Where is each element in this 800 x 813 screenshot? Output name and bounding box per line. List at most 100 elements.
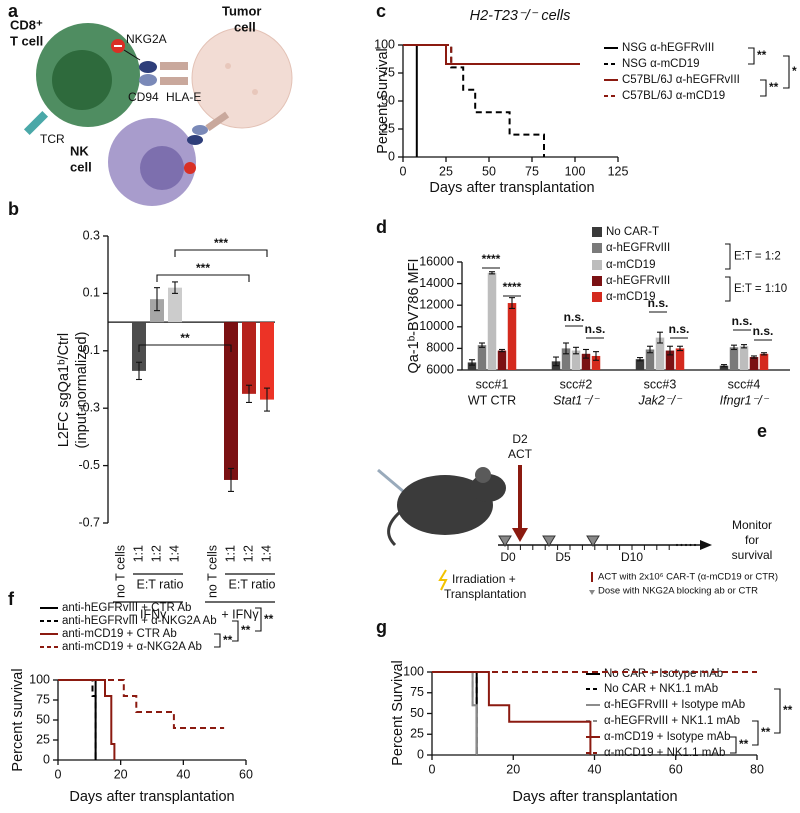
x-tick-label: scc#2 [560, 377, 593, 391]
mouse-ear [475, 467, 491, 483]
act-label: ACT [508, 447, 533, 461]
mouse-tail [387, 510, 402, 547]
receptor [192, 125, 208, 135]
survival-line [403, 44, 584, 65]
legend-label: anti-mCD19 + CTR Ab [62, 628, 177, 640]
bar [561, 348, 571, 370]
legend-label: α-hEGFRvIII + Isotype mAb [604, 699, 745, 711]
timeline-dot [675, 543, 679, 547]
significance-label: ** [783, 703, 793, 717]
x-tick-label: 80 [750, 762, 764, 776]
legend-label: anti-hEGFRvIII + CTR Ab [62, 602, 191, 614]
panel-letter: a [8, 1, 19, 21]
bar [467, 362, 477, 370]
significance-bracket [156, 274, 250, 282]
y-tick-label: 14000 [419, 276, 454, 290]
panel-letter: e [757, 421, 767, 441]
panel-letter: f [8, 589, 15, 609]
x-tick-label: 100 [565, 164, 586, 178]
y-tick-label: 12000 [419, 297, 454, 311]
x-tick-label: 1:2 [149, 545, 163, 562]
legend-icon [589, 590, 595, 595]
act-arrow [512, 528, 528, 542]
timeline-arrow [700, 540, 712, 550]
t-cell-nucleus [52, 50, 112, 110]
survival-line [432, 671, 478, 755]
group-sublabel: E:T ratio [136, 577, 183, 591]
y-tick-label: 75 [381, 65, 395, 79]
bar [655, 337, 665, 370]
y-tick-label: 10000 [419, 319, 454, 333]
legend-label: No CAR + NK1.1 mAb [604, 683, 718, 695]
significance-bracket [214, 633, 221, 648]
irradiation-label: Transplantation [444, 587, 526, 601]
significance-label: ** [180, 331, 190, 345]
significance-label: n.s. [669, 322, 690, 336]
significance-bracket [752, 720, 759, 746]
significance-bracket [255, 607, 262, 632]
y-tick-label: 0.1 [83, 286, 100, 300]
tumor-cell [191, 27, 293, 129]
x-tick-label: 1:4 [167, 545, 181, 562]
group-sublabel: E:T ratio [228, 577, 275, 591]
hlae-label: HLA-E [166, 90, 201, 104]
x-tick-label: 1:2 [241, 545, 255, 562]
timeline-ticks [507, 543, 697, 550]
x-tick-label: 75 [525, 164, 539, 178]
survival-line [403, 44, 418, 157]
irradiation-icon [438, 569, 448, 591]
legend-label: No CAR-T [606, 226, 659, 238]
act-label: D2 [512, 432, 528, 446]
day-label: D0 [500, 550, 516, 564]
y-tick-label: 100 [403, 664, 424, 678]
t-cell-label: T cell [10, 33, 43, 48]
bar [224, 322, 238, 480]
x-tick-label: scc#4 [728, 377, 761, 391]
mouse-body [397, 475, 493, 535]
bar [635, 359, 645, 370]
legend-label: α-hEGFRvIII [606, 275, 670, 287]
legend-label: NSG α-mCD19 [622, 58, 700, 70]
y-tick-label: 75 [36, 692, 50, 706]
significance-bracket [138, 344, 232, 352]
x-tick-label: 50 [482, 164, 496, 178]
legend-swatch [592, 227, 602, 237]
y-tick-label: 8000 [426, 341, 454, 355]
survival-line [432, 671, 478, 755]
panel-letter: c [376, 1, 386, 21]
survival-line [58, 679, 225, 729]
bar [260, 322, 274, 400]
x-tick-label: 125 [608, 164, 629, 178]
y-tick-label: 25 [410, 727, 424, 741]
x-tick-label: 1:1 [131, 545, 145, 562]
y-tick-label: 50 [410, 706, 424, 720]
legend-label: α-mCD19 + Isotype mAb [604, 731, 730, 743]
bar [497, 350, 507, 370]
significance-bracket [748, 47, 755, 65]
x-tick-label: scc#3 [644, 377, 677, 391]
x-axis-label: Days after transplantation [69, 789, 234, 805]
ligand [160, 77, 188, 85]
dose-marker [542, 535, 556, 547]
x-tick-label: 1:4 [259, 545, 273, 562]
y-axis-label: L2FC sgQa1ᵇ/Ctrl [56, 333, 72, 447]
x-tick-label: 60 [669, 762, 683, 776]
x-tick-label: 60 [239, 767, 253, 781]
legend-label: No CAR + Isotype mAb [604, 668, 723, 680]
significance-bracket [783, 55, 790, 89]
bar [739, 346, 749, 370]
significance-label: *** [214, 236, 228, 250]
x-axis-label: Days after transplantation [429, 180, 594, 196]
bar [759, 353, 769, 370]
x-tick-label: no T cells [205, 545, 219, 598]
y-axis-label: Percent Survival [390, 660, 406, 766]
significance-bracket [174, 249, 268, 257]
significance-label: ** [739, 737, 749, 751]
inhibit-icon [114, 45, 122, 47]
legend-label: α-mCD19 [606, 259, 655, 271]
y-axis-label: Percent survival [10, 668, 26, 771]
nk-label: cell [70, 159, 92, 174]
legend-swatch [592, 276, 602, 286]
legend-label: α-hEGFRvIII + NK1.1 mAb [604, 715, 740, 727]
legend-label: anti-mCD19 + α-NKG2A Ab [62, 641, 202, 653]
